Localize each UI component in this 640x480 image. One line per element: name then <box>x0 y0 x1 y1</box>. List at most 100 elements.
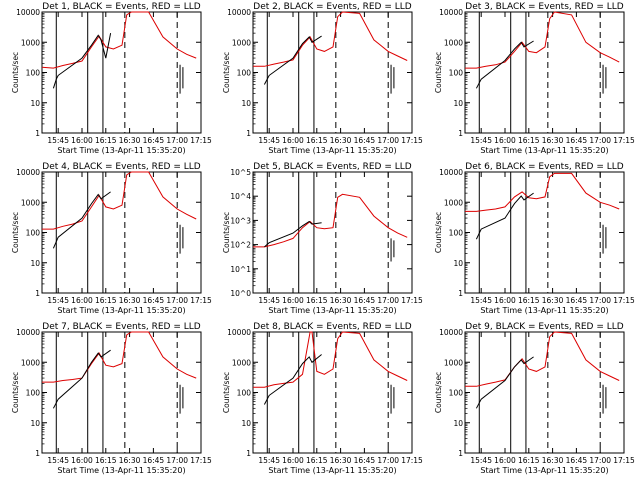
x-axis-label: Start Time (13-Apr-11 15:35:20) <box>57 146 185 155</box>
x-tick-label: 17:15 <box>401 456 423 465</box>
lld-series-line <box>42 331 197 383</box>
y-tick-label: 1 <box>458 449 463 458</box>
events-series-line <box>263 35 322 85</box>
panel-title: Det 7, BLACK = Events, RED = LLD <box>42 322 201 332</box>
y-tick-label: 1 <box>35 289 40 298</box>
x-tick-label: 15:45 <box>470 136 492 145</box>
x-tick-label: 16:30 <box>542 296 564 305</box>
y-tick-label: 1000 <box>444 358 463 367</box>
x-tick-label: 15:45 <box>258 136 280 145</box>
x-tick-label: 17:00 <box>589 456 611 465</box>
x-tick-label: 16:00 <box>282 296 304 305</box>
events-series-line <box>52 349 111 409</box>
x-tick-label: 15:45 <box>258 296 280 305</box>
x-tick-label: 16:45 <box>566 296 588 305</box>
events-series-line <box>475 192 534 240</box>
x-tick-label: 17:15 <box>613 136 635 145</box>
x-tick-label: 17:00 <box>377 456 399 465</box>
lld-series-line <box>253 193 408 248</box>
lld-series-line <box>253 11 408 67</box>
y-tick-label: 10 <box>30 419 40 428</box>
x-tick-label: 16:00 <box>71 456 93 465</box>
x-tick-label: 16:30 <box>330 136 352 145</box>
x-tick-label: 15:45 <box>470 456 492 465</box>
x-tick-label: 17:00 <box>166 296 188 305</box>
x-axis-label: Start Time (13-Apr-11 15:35:20) <box>480 146 608 155</box>
y-tick-label: 10 <box>241 99 251 108</box>
lld-series-line <box>465 172 620 212</box>
y-tick-label: 10000 <box>16 8 40 17</box>
y-tick-label: 10000 <box>439 168 463 177</box>
x-tick-label: 15:45 <box>470 296 492 305</box>
y-tick-label: 100 <box>449 389 464 398</box>
y-axis-label: Counts/sec <box>222 52 231 93</box>
y-tick-label: 100 <box>237 389 252 398</box>
y-tick-label: 10000 <box>439 8 463 17</box>
x-tick-label: 16:30 <box>330 296 352 305</box>
y-tick-label: 10 <box>30 259 40 268</box>
y-tick-label: 1000 <box>232 358 251 367</box>
x-tick-label: 15:45 <box>258 456 280 465</box>
x-axis-label: Start Time (13-Apr-11 15:35:20) <box>268 306 396 315</box>
x-tick-label: 17:15 <box>401 136 423 145</box>
y-tick-label: 100 <box>237 69 252 78</box>
events-series-line <box>475 40 534 89</box>
x-tick-label: 16:30 <box>119 296 141 305</box>
x-tick-label: 17:15 <box>613 296 635 305</box>
events-series-line <box>52 191 111 249</box>
x-tick-label: 15:45 <box>47 136 69 145</box>
y-tick-label: 1 <box>458 289 463 298</box>
y-tick-label: 10000 <box>16 168 40 177</box>
events-tail-segment <box>390 238 395 262</box>
y-tick-label: 10^0 <box>230 289 251 298</box>
x-tick-label: 17:00 <box>589 296 611 305</box>
plot-frame <box>252 171 413 294</box>
y-axis-label: Counts/sec <box>11 372 20 413</box>
events-series-line <box>52 33 112 89</box>
panel-title: Det 9, BLACK = Events, RED = LLD <box>465 322 624 332</box>
y-tick-label: 1000 <box>232 38 251 47</box>
panel-det-5: Det 5, BLACK = Events, RED = LLD 10^0 10^1… <box>222 162 423 315</box>
x-tick-label: 16:30 <box>542 136 564 145</box>
panel-det-7: Det 7, BLACK = Events, RED = LLD 1 10 100 10… <box>11 322 212 475</box>
y-tick-label: 10000 <box>16 328 40 337</box>
events-series-line <box>264 220 322 248</box>
lld-series-line <box>465 331 620 387</box>
events-tail-segment <box>602 64 607 94</box>
events-series-line <box>475 356 534 409</box>
y-axis-label: Counts/sec <box>222 372 231 413</box>
y-tick-label: 1 <box>246 129 251 138</box>
x-tick-label: 16:15 <box>95 456 117 465</box>
panel-title: Det 1, BLACK = Events, RED = LLD <box>42 2 201 12</box>
events-tail-segment <box>390 384 395 414</box>
x-axis-label: Start Time (13-Apr-11 15:35:20) <box>268 466 396 475</box>
y-tick-label: 1 <box>458 129 463 138</box>
y-tick-label: 10000 <box>439 328 463 337</box>
x-tick-label: 17:15 <box>190 456 212 465</box>
x-tick-label: 16:15 <box>306 456 328 465</box>
x-tick-label: 16:45 <box>566 136 588 145</box>
panel-title: Det 6, BLACK = Events, RED = LLD <box>465 162 624 172</box>
x-tick-label: 17:00 <box>166 456 188 465</box>
panel-det-3: Det 3, BLACK = Events, RED = LLD 1 10 100 10… <box>434 2 635 155</box>
y-tick-label: 1 <box>35 129 40 138</box>
x-tick-label: 16:15 <box>306 296 328 305</box>
y-tick-label: 100 <box>449 69 464 78</box>
x-axis-label: Start Time (13-Apr-11 15:35:20) <box>480 306 608 315</box>
y-tick-label: 1000 <box>444 38 463 47</box>
x-tick-label: 16:15 <box>95 136 117 145</box>
x-tick-label: 16:30 <box>119 136 141 145</box>
events-series-line <box>263 354 322 405</box>
x-tick-label: 16:30 <box>330 456 352 465</box>
x-tick-label: 17:15 <box>613 456 635 465</box>
y-axis-label: Counts/sec <box>434 372 443 413</box>
events-tail-segment <box>602 384 607 414</box>
x-axis-label: Start Time (13-Apr-11 15:35:20) <box>268 146 396 155</box>
y-tick-label: 10^3 <box>230 216 251 225</box>
events-tail-segment <box>390 64 395 94</box>
x-tick-label: 17:00 <box>377 296 399 305</box>
x-tick-label: 17:15 <box>190 136 212 145</box>
y-axis-label: Counts/sec <box>11 212 20 253</box>
events-tail-segment <box>179 384 184 414</box>
panel-title: Det 5, BLACK = Events, RED = LLD <box>253 162 412 172</box>
